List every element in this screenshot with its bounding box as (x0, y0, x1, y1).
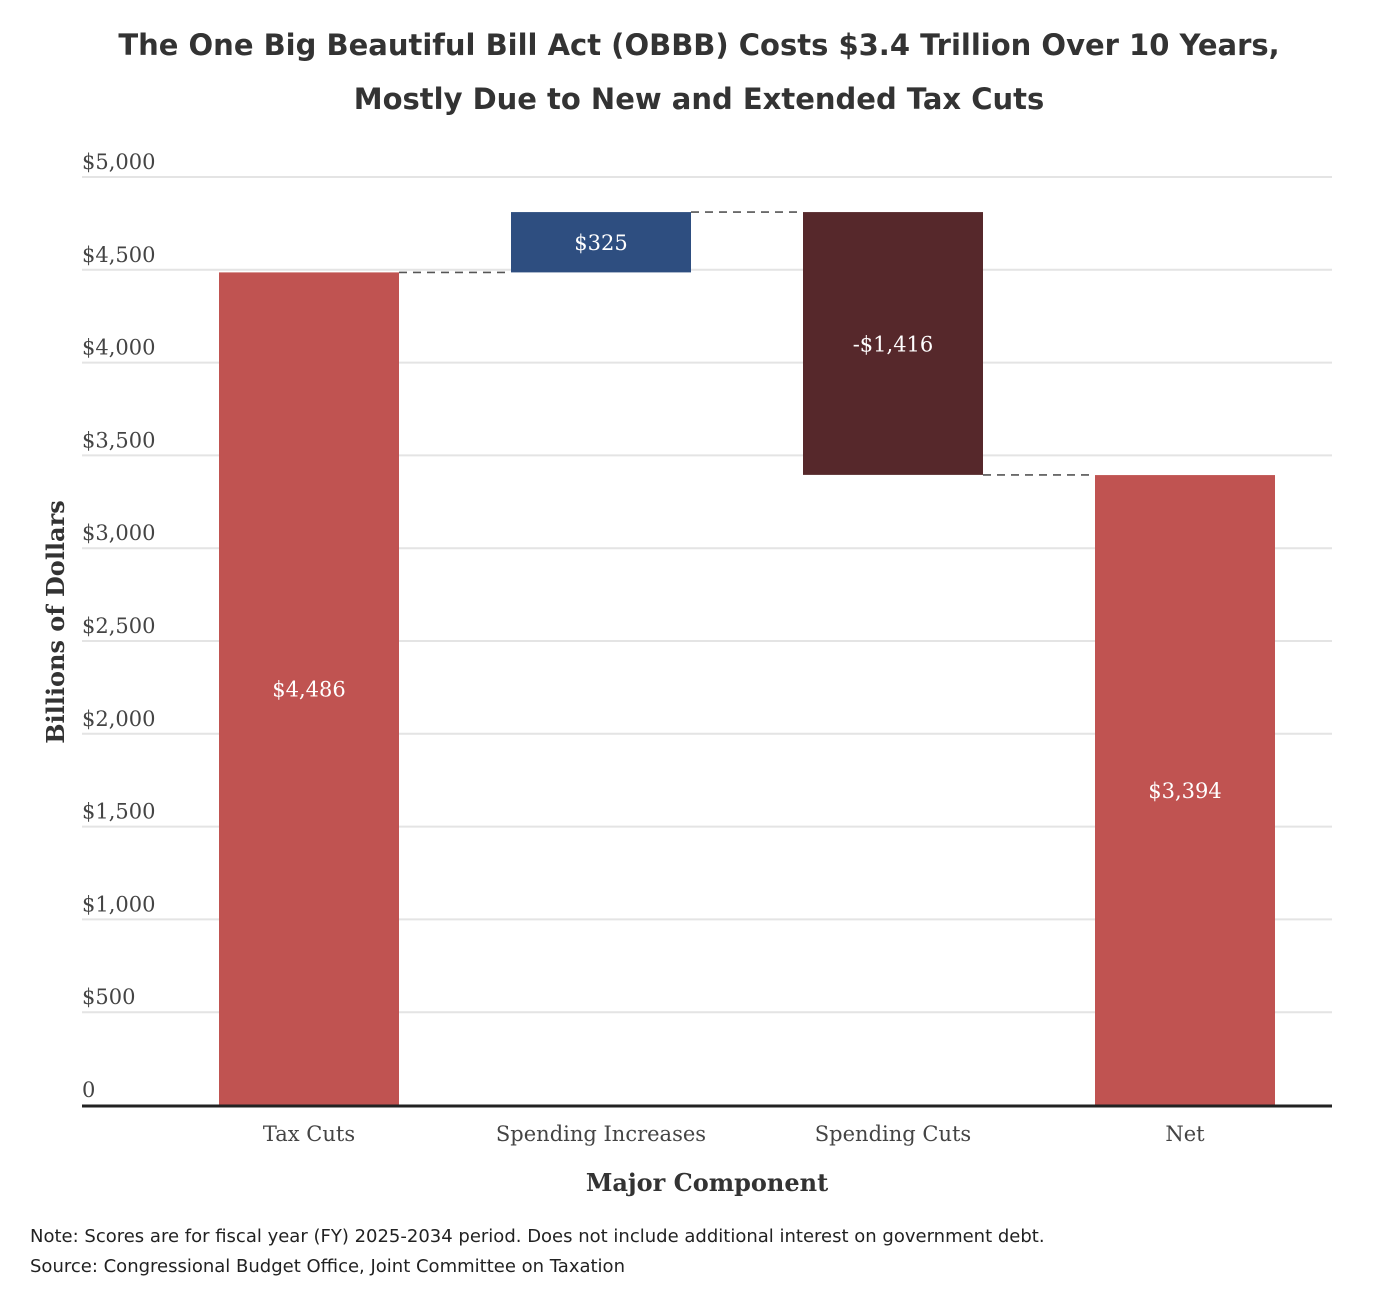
bar (803, 212, 983, 475)
y-tick-label: $500 (82, 985, 135, 1009)
title-line-1: The One Big Beautiful Bill Act (OBBB) Co… (118, 28, 1280, 62)
y-tick-label: $4,000 (82, 336, 155, 360)
bar-value-label: $4,486 (272, 678, 345, 702)
connector-lines (399, 211, 1095, 476)
bar-value-label: $3,394 (1148, 779, 1221, 803)
title-line-2: Mostly Due to New and Extended Tax Cuts (353, 82, 1045, 116)
bars (219, 212, 1275, 1105)
bar (511, 212, 691, 273)
footnote-source: Source: Congressional Budget Office, Joi… (30, 1256, 625, 1277)
y-tick-label: 0 (82, 1078, 95, 1102)
y-tick-label: $4,500 (82, 243, 155, 267)
bar (1095, 475, 1275, 1105)
category-label: Net (1165, 1122, 1205, 1146)
y-tick-label: $1,500 (82, 800, 155, 824)
y-tick-label: $1,000 (82, 892, 155, 916)
bar (219, 272, 399, 1105)
bar-labels: $4,486 $325 -$1,416 $3,394 (272, 231, 1221, 803)
y-tick-label: $2,500 (82, 614, 155, 638)
category-labels: Tax Cuts Spending Increases Spending Cuts N… (263, 1122, 1205, 1146)
y-tick-label: $3,000 (82, 521, 155, 545)
chart-title: The One Big Beautiful Bill Act (OBBB) Co… (0, 18, 1398, 126)
y-axis-title: Billions of Dollars (41, 500, 70, 744)
bar-value-label: -$1,416 (853, 332, 934, 356)
x-axis-title: Major Component (586, 1168, 828, 1197)
footnote-note: Note: Scores are for fiscal year (FY) 20… (30, 1226, 1045, 1247)
category-label: Spending Cuts (815, 1122, 971, 1146)
category-label: Tax Cuts (263, 1122, 355, 1146)
y-tick-label: $2,000 (82, 707, 155, 731)
y-tick-labels: 0 $500 $1,000 $1,500 $2,000 $2,500 $3,000 $3,50… (82, 150, 155, 1102)
bar-value-label: $325 (574, 231, 627, 255)
category-label: Spending Increases (496, 1122, 706, 1146)
y-tick-label: $5,000 (82, 150, 155, 174)
y-tick-label: $3,500 (82, 428, 155, 452)
